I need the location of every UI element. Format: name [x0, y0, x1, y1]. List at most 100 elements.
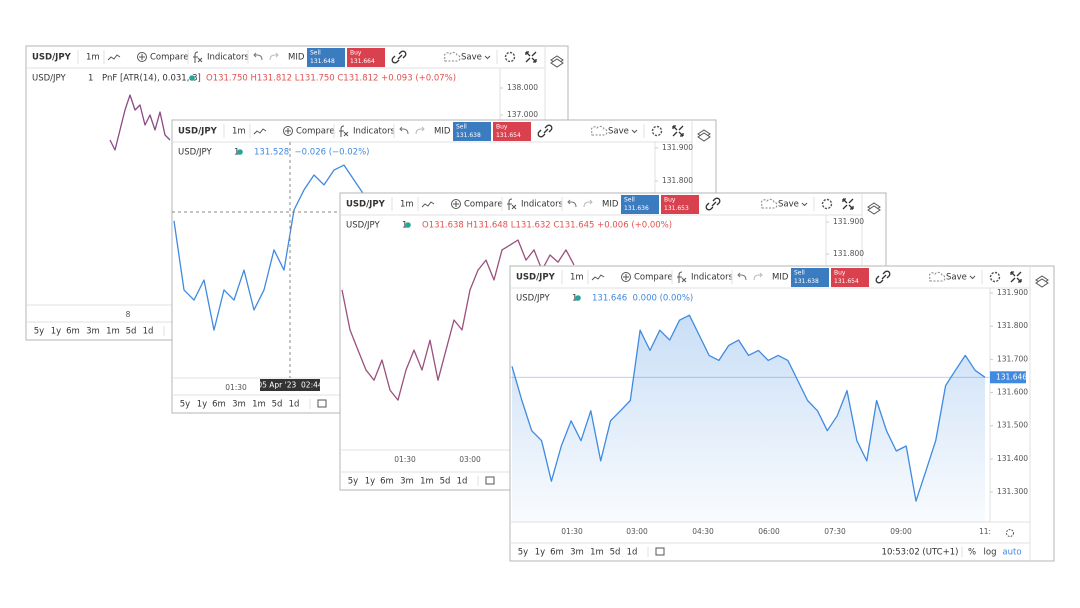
chart-type-icon[interactable] — [591, 274, 605, 281]
range-button[interactable]: 1d — [627, 548, 638, 558]
range-button[interactable]: 5d — [610, 548, 621, 558]
range-button[interactable]: 6m — [66, 327, 80, 337]
indicators-button[interactable]: Indicators — [353, 127, 396, 137]
calendar-icon[interactable] — [485, 476, 495, 485]
range-button[interactable]: 5y — [34, 327, 44, 337]
save-button[interactable]: Save — [461, 53, 482, 63]
calendar-icon[interactable] — [317, 399, 327, 408]
axis-settings-icon[interactable] — [1006, 529, 1014, 537]
symbol[interactable]: USD/JPY — [32, 53, 72, 63]
interval[interactable]: 1m — [400, 200, 414, 210]
range-button[interactable]: 1m — [420, 477, 434, 487]
interval[interactable]: 1m — [570, 273, 584, 283]
range-button[interactable]: 1d — [289, 400, 300, 410]
undo-icon[interactable] — [737, 272, 747, 281]
redo-icon[interactable] — [753, 272, 763, 281]
link-icon[interactable] — [537, 124, 553, 138]
buy-button[interactable] — [661, 195, 699, 214]
range-button[interactable]: 3m — [86, 327, 100, 337]
save-button[interactable]: Save — [778, 200, 799, 210]
interval[interactable]: 1m — [86, 53, 100, 63]
compare-icon[interactable] — [621, 272, 631, 282]
range-button[interactable]: 6m — [212, 400, 226, 410]
mid-button[interactable]: MID — [772, 273, 789, 283]
chart-type-icon[interactable] — [253, 128, 267, 135]
redo-icon[interactable] — [583, 199, 593, 208]
cloud-icon[interactable] — [443, 51, 461, 62]
range-button[interactable]: 1m — [590, 548, 604, 558]
cloud-icon[interactable] — [590, 125, 608, 136]
indicators-icon[interactable] — [677, 271, 687, 283]
save-button[interactable]: Save — [946, 273, 967, 283]
indicators-button[interactable]: Indicators — [521, 200, 564, 210]
log-button[interactable]: log — [984, 548, 997, 558]
settings-icon[interactable] — [651, 125, 663, 137]
range-button[interactable]: 1m — [252, 400, 266, 410]
fullscreen-icon[interactable] — [842, 198, 854, 210]
mid-button[interactable]: MID — [434, 127, 451, 137]
settings-icon[interactable] — [504, 51, 516, 63]
sell-button[interactable] — [791, 268, 829, 287]
compare-button[interactable]: Compare — [296, 127, 335, 137]
range-button[interactable]: 1m — [106, 327, 120, 337]
range-button[interactable]: 3m — [570, 548, 584, 558]
interval[interactable]: 1m — [232, 127, 246, 137]
chart-type-icon[interactable] — [421, 201, 435, 208]
layers-icon[interactable] — [1035, 278, 1049, 288]
redo-icon[interactable] — [269, 52, 279, 61]
range-button[interactable]: 1d — [143, 327, 154, 337]
undo-icon[interactable] — [253, 52, 263, 61]
range-button[interactable]: 1y — [535, 548, 545, 558]
range-button[interactable]: 3m — [400, 477, 414, 487]
compare-button[interactable]: Compare — [150, 53, 189, 63]
indicators-icon[interactable] — [193, 51, 203, 63]
link-icon[interactable] — [391, 50, 407, 64]
chart-type-icon[interactable] — [107, 54, 121, 61]
mid-button[interactable]: MID — [288, 53, 305, 63]
sell-button[interactable] — [307, 48, 345, 67]
indicators-button[interactable]: Indicators — [207, 53, 250, 63]
symbol[interactable]: USD/JPY — [178, 127, 218, 137]
buy-button[interactable] — [347, 48, 385, 67]
fullscreen-icon[interactable] — [672, 125, 684, 137]
range-button[interactable]: 1d — [457, 477, 468, 487]
undo-icon[interactable] — [399, 126, 409, 135]
compare-button[interactable]: Compare — [634, 273, 673, 283]
undo-icon[interactable] — [567, 199, 577, 208]
sell-button[interactable] — [621, 195, 659, 214]
compare-icon[interactable] — [451, 199, 461, 209]
symbol[interactable]: USD/JPY — [516, 273, 556, 283]
layers-icon[interactable] — [867, 205, 881, 215]
range-button[interactable]: 5d — [440, 477, 451, 487]
indicators-icon[interactable] — [507, 198, 517, 210]
cloud-icon[interactable] — [928, 271, 946, 282]
symbol[interactable]: USD/JPY — [346, 200, 386, 210]
link-icon[interactable] — [875, 270, 891, 284]
compare-button[interactable]: Compare — [464, 200, 503, 210]
save-button[interactable]: Save — [608, 127, 629, 137]
calendar-icon[interactable] — [655, 547, 665, 556]
range-button[interactable]: 1y — [365, 477, 375, 487]
buy-button[interactable] — [493, 122, 531, 141]
range-button[interactable]: 5y — [518, 548, 528, 558]
range-button[interactable]: 5d — [272, 400, 283, 410]
percent-button[interactable]: % — [968, 548, 976, 558]
range-button[interactable]: 1y — [197, 400, 207, 410]
auto-button[interactable]: auto — [1002, 548, 1021, 558]
range-button[interactable]: 6m — [550, 548, 564, 558]
link-icon[interactable] — [705, 197, 721, 211]
range-button[interactable]: 1y — [51, 327, 61, 337]
range-button[interactable]: 5y — [348, 477, 358, 487]
range-button[interactable]: 6m — [380, 477, 394, 487]
settings-icon[interactable] — [989, 271, 1001, 283]
buy-button[interactable] — [831, 268, 869, 287]
redo-icon[interactable] — [415, 126, 425, 135]
indicators-button[interactable]: Indicators — [691, 273, 734, 283]
range-button[interactable]: 3m — [232, 400, 246, 410]
fullscreen-icon[interactable] — [525, 51, 537, 63]
layers-icon[interactable] — [697, 132, 711, 142]
compare-icon[interactable] — [283, 126, 293, 136]
range-button[interactable]: 5d — [126, 327, 137, 337]
fullscreen-icon[interactable] — [1010, 271, 1022, 283]
compare-icon[interactable] — [137, 52, 147, 62]
